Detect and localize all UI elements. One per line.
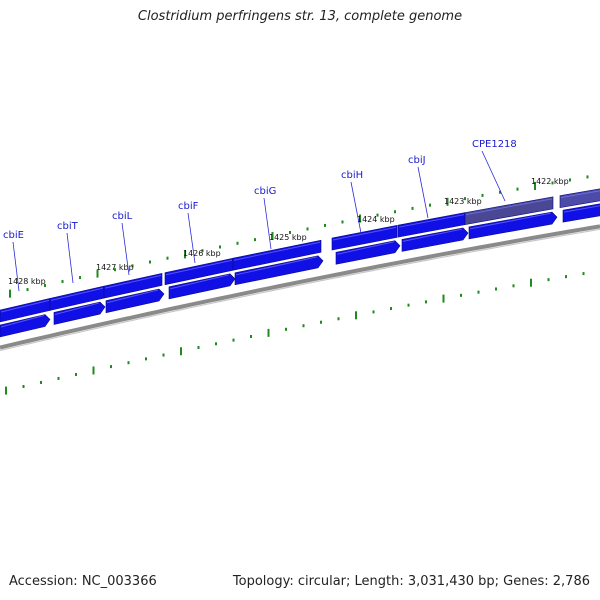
gene-arrow [335, 240, 401, 265]
map-title: Clostridium perfringens str. 13, complet… [137, 9, 463, 24]
gene-label: cbiF [178, 201, 199, 212]
leader-line [66, 232, 74, 284]
gene-block [103, 273, 163, 299]
gene-arrow [468, 211, 558, 240]
leader-line [263, 197, 272, 250]
leader-line [481, 150, 506, 202]
gene-label: cbiT [57, 221, 79, 232]
kbp-label: 1424 kbp [357, 215, 395, 224]
gene-arrow [234, 255, 324, 286]
gene-label: cbiL [112, 211, 133, 222]
backbone [0, 224, 600, 352]
gene-features [0, 188, 600, 338]
leader-line [12, 241, 20, 292]
gene-label: CPE1218 [472, 139, 517, 150]
gene-arrow [401, 227, 469, 252]
gene-label: cbiJ [408, 155, 426, 166]
gene-block [464, 196, 554, 225]
kbp-labels: 1428 kbp 1427 kbp 1426 kbp 1425 kbp 1424 kbp… [8, 177, 569, 286]
kbp-label: 1422 kbp [531, 177, 569, 186]
kbp-label: 1428 kbp [8, 277, 46, 286]
leader-line [121, 222, 130, 276]
gene-block [331, 225, 398, 251]
accession-text: Accession: NC_003366 [9, 574, 157, 589]
backbone-shadow [0, 228, 600, 352]
kbp-label: 1427 kbp [96, 263, 134, 272]
gene-arrow [105, 288, 165, 314]
gene-block [559, 188, 600, 209]
kbp-label: 1426 kbp [183, 249, 221, 258]
gene-arrow [53, 301, 106, 325]
gene-label: cbiH [341, 170, 363, 181]
leader-line [417, 166, 429, 219]
gene-arrow [0, 314, 51, 338]
kbp-label: 1423 kbp [444, 197, 482, 206]
backbone-line [0, 224, 600, 350]
gene-label: cbiE [3, 230, 24, 241]
gene-label: cbiG [254, 186, 276, 197]
kbp-label: 1425 kbp [269, 233, 307, 242]
topology-stats: Topology: circular; Length: 3,031,430 bp… [232, 574, 590, 589]
gene-labels: cbiE cbiT cbiL cbiF cbiG cbiH cbiJ CPE1218 [3, 139, 517, 241]
gene-arrow [562, 203, 600, 223]
leader-line [350, 181, 362, 234]
gene-block [232, 239, 322, 271]
gene-arrow [168, 273, 236, 300]
tick-marks [5, 175, 589, 395]
label-leaders [12, 150, 506, 292]
leader-line [187, 212, 196, 264]
